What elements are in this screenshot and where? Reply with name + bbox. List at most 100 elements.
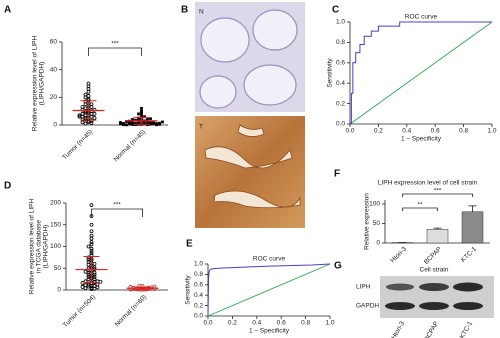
data-point — [83, 269, 88, 274]
data-point — [83, 283, 88, 288]
data-point — [161, 120, 164, 124]
data-point — [89, 248, 94, 253]
data-point — [137, 122, 140, 126]
y-axis-label: (LIPH/GAPDH) — [39, 62, 46, 106]
data-point — [83, 121, 88, 126]
data-point — [95, 282, 100, 287]
panel-letter: G — [334, 261, 342, 272]
data-point — [155, 123, 158, 127]
y-axis-label: Sensitivity — [327, 58, 334, 88]
data-point — [86, 81, 91, 86]
x-tick-label: 0.6 — [431, 128, 440, 135]
error-bar — [80, 100, 97, 121]
data-point — [89, 240, 94, 245]
chart-title: LIPH expression level of cell strain — [378, 180, 478, 187]
data-point — [89, 246, 94, 251]
x-tick-label: 0.6 — [277, 320, 286, 327]
x-tick-label: Tumor (n=45) — [61, 129, 94, 162]
data-point — [83, 286, 88, 291]
blot-membrane — [380, 276, 494, 318]
data-point — [80, 285, 85, 289]
significance-label: *** — [434, 188, 442, 195]
data-point — [140, 113, 143, 117]
y-tick-label: 0.0 — [336, 121, 345, 128]
x-axis-label: 1 – Specificity — [249, 328, 290, 335]
x-tick-label: Normal (n=45) — [113, 129, 147, 163]
data-point — [131, 118, 134, 121]
significance-bracket — [402, 193, 473, 197]
error-bar — [133, 116, 150, 125]
data-point — [86, 244, 91, 249]
data-point — [134, 118, 137, 122]
significance-bracket — [91, 208, 143, 217]
reference-line — [207, 263, 331, 317]
panel-letter: B — [181, 5, 188, 16]
blot-title: Cell strain — [420, 267, 449, 274]
y-tick-label: 100 — [369, 201, 380, 208]
tumor-texture — [204, 124, 301, 209]
chart-title: ROC curve — [405, 14, 438, 21]
data-point — [86, 268, 91, 273]
error-bar — [134, 286, 151, 291]
data-point — [137, 116, 140, 120]
data-point — [80, 105, 85, 109]
roc-curve — [350, 21, 492, 125]
significance-bracket — [402, 207, 438, 211]
data-point — [89, 203, 94, 208]
y-tick-label: 1.0 — [336, 19, 345, 26]
y-tick-label: 0.4 — [336, 80, 345, 87]
significance-label: *** — [111, 41, 119, 48]
y-tick-label: 0.2 — [336, 100, 345, 107]
data-point — [86, 262, 91, 267]
x-tick-label: 1.0 — [325, 320, 334, 327]
x-tick-label: 0.4 — [252, 320, 261, 327]
y-tick-label: 50 — [54, 265, 62, 272]
y-tick-label: 0.2 — [194, 302, 203, 309]
chart-title: ROC curve — [253, 256, 286, 263]
y-tick-label: 1.0 — [194, 261, 203, 268]
y-axis-label: Relative expression — [364, 193, 371, 250]
data-point — [86, 94, 91, 98]
data-point — [125, 123, 128, 127]
data-point — [149, 120, 152, 124]
y-tick-label: 0.6 — [194, 282, 203, 289]
blot-lane-label: BCPAP — [423, 320, 440, 338]
x-tick-label: 0.8 — [301, 320, 310, 327]
panel-letter: D — [4, 181, 11, 192]
x-tick-label: Normal (n=60) — [114, 294, 148, 328]
data-point — [92, 270, 97, 275]
x-tick-label: 0.8 — [459, 128, 468, 135]
x-tick-label: Tumor (n=504) — [62, 294, 97, 329]
data-point — [92, 272, 97, 277]
roc-curve — [207, 263, 331, 317]
x-tick-label: Htori-3 — [389, 245, 408, 264]
y-axis-label: Sensitivity — [185, 275, 192, 305]
data-point — [92, 277, 97, 282]
bar — [461, 211, 484, 244]
panel-letter: C — [332, 5, 339, 16]
blot-lane-label: KTC-1 — [459, 320, 475, 338]
y-tick-label: 0 — [57, 287, 61, 294]
y-tick-label: 0 — [376, 240, 380, 247]
y-tick-label: 0.8 — [194, 271, 203, 278]
data-point — [92, 112, 97, 116]
y-tick-label: 40 — [50, 66, 58, 73]
y-axis-label: (LIPH/GAPDH) — [43, 225, 50, 269]
panel-letter: F — [334, 169, 340, 180]
x-tick-label: 1.0 — [487, 128, 496, 135]
x-tick-label: 0.0 — [203, 320, 212, 327]
data-point — [152, 287, 157, 292]
y-tick-label: 20 — [50, 94, 58, 101]
data-point — [152, 120, 155, 124]
data-point — [89, 109, 94, 114]
data-point — [137, 112, 140, 116]
follicles — [199, 9, 298, 109]
data-point — [92, 265, 97, 270]
data-point — [80, 117, 85, 122]
data-point — [77, 114, 82, 119]
data-point — [149, 117, 152, 121]
panel-letter: E — [186, 239, 193, 250]
data-point — [89, 102, 94, 107]
y-tick-label: 0.6 — [336, 60, 345, 67]
